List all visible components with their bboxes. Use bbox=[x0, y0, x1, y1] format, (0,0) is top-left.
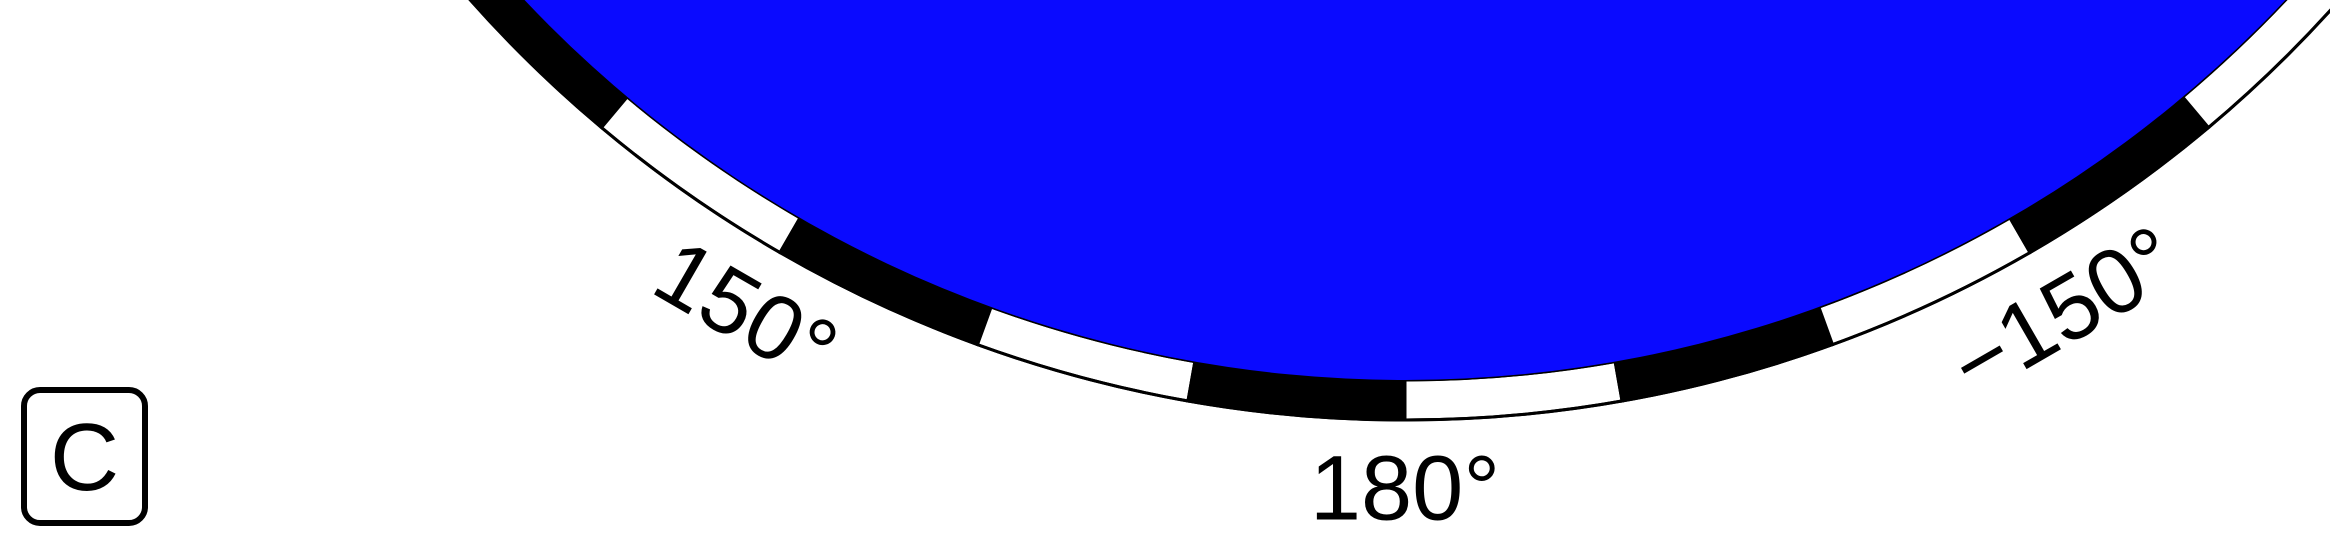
panel-letter: C bbox=[50, 404, 119, 511]
panel-label-box: C bbox=[24, 390, 145, 523]
lon-label-180: 180° bbox=[1310, 437, 1500, 539]
